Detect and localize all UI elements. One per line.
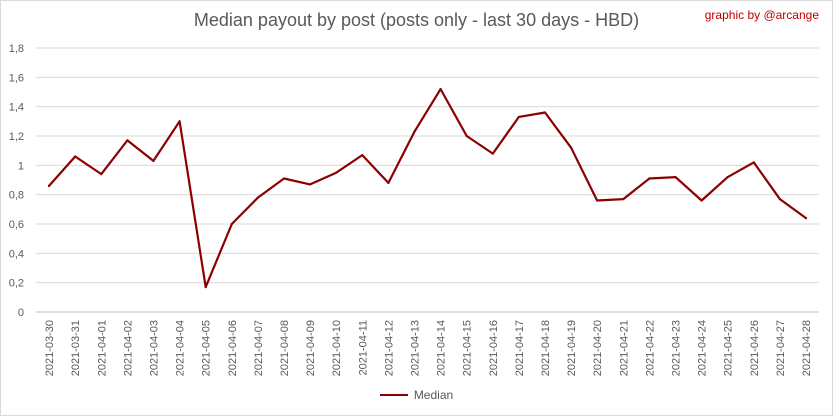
x-tick-label: 2021-04-27: [775, 320, 787, 376]
data-point: [361, 153, 364, 157]
x-tick-label: 2021-04-10: [331, 320, 343, 376]
x-axis-tick-labels: 2021-03-30 2021-03-31 2021-04-01 2021-04-02…: [44, 320, 813, 376]
y-tick-label: 0,4: [9, 248, 24, 260]
data-point: [674, 175, 677, 179]
data-point: [622, 197, 625, 201]
x-tick-label: 2021-04-04: [175, 320, 187, 376]
data-point: [778, 197, 781, 201]
x-tick-label: 2021-04-09: [305, 320, 317, 376]
data-point: [465, 134, 468, 138]
data-point: [543, 111, 547, 114]
y-tick-label: 0,2: [9, 278, 24, 290]
data-point: [413, 130, 416, 133]
x-tick-label: 2021-04-02: [122, 320, 134, 376]
series-line-median: [47, 87, 808, 289]
data-point: [256, 196, 259, 199]
legend-label-median: Median: [413, 388, 454, 402]
x-tick-label: 2021-04-18: [540, 320, 552, 376]
data-point: [648, 177, 651, 180]
y-tick-label: 1: [18, 160, 24, 172]
data-point: [387, 181, 390, 185]
x-tick-label: 2021-04-23: [670, 320, 682, 376]
x-tick-label: 2021-04-24: [697, 320, 709, 376]
x-tick-label: 2021-04-17: [514, 320, 526, 376]
x-tick-label: 2021-04-07: [253, 320, 265, 376]
data-point: [126, 139, 129, 142]
y-tick-label: 1,4: [9, 102, 24, 114]
x-tick-label: 2021-04-15: [462, 320, 474, 376]
x-tick-label: 2021-04-12: [383, 320, 395, 376]
data-point: [74, 155, 77, 158]
data-point: [47, 184, 51, 187]
x-tick-label: 2021-04-13: [409, 320, 421, 376]
data-point: [230, 222, 233, 226]
series-layer: [47, 87, 808, 289]
x-tick-label: 2021-04-16: [488, 320, 500, 376]
x-tick-label: 2021-04-05: [201, 320, 213, 376]
x-tick-label: 2021-04-01: [96, 320, 108, 376]
data-point: [439, 87, 442, 91]
y-tick-label: 0: [18, 307, 24, 319]
data-point: [178, 120, 181, 123]
x-tick-label: 2021-04-21: [618, 320, 630, 376]
data-point: [700, 199, 703, 202]
x-tick-label: 2021-04-14: [436, 320, 448, 376]
x-tick-label: 2021-04-06: [227, 320, 239, 376]
gridlines: [36, 47, 819, 313]
x-tick-label: 2021-03-31: [70, 320, 82, 376]
y-tick-label: 0,8: [9, 190, 24, 202]
x-tick-label: 2021-04-22: [644, 320, 656, 376]
data-point: [596, 199, 599, 202]
data-point: [204, 285, 207, 289]
data-point: [726, 175, 729, 179]
x-tick-label: 2021-04-19: [566, 320, 578, 376]
data-point: [335, 171, 338, 174]
y-tick-label: 1,2: [9, 131, 24, 143]
x-tick-label: 2021-03-30: [44, 320, 56, 376]
x-tick-label: 2021-04-11: [357, 320, 369, 375]
x-tick-label: 2021-04-28: [801, 320, 813, 376]
data-point: [152, 159, 155, 163]
x-tick-label: 2021-04-03: [148, 320, 160, 376]
x-tick-label: 2021-04-25: [723, 320, 735, 376]
x-tick-label: 2021-04-20: [592, 320, 604, 376]
data-point: [517, 115, 520, 119]
data-point: [308, 183, 312, 186]
y-tick-label: 1,8: [9, 43, 24, 55]
y-axis-tick-labels: 0 0,2 0,4 0,6 0,8 1 1,2 1,4 1,6 1,8: [9, 43, 24, 319]
x-tick-label: 2021-04-26: [749, 320, 761, 376]
credit-label: graphic by @arcange: [704, 8, 819, 22]
data-point: [282, 177, 286, 180]
data-point: [491, 152, 494, 155]
y-tick-label: 0,6: [9, 219, 24, 231]
legend: Median: [0, 388, 833, 402]
x-tick-label: 2021-04-08: [279, 320, 291, 376]
legend-swatch-median: [379, 394, 408, 396]
y-tick-label: 1,6: [9, 72, 24, 84]
data-point: [804, 217, 808, 220]
data-point: [100, 173, 103, 176]
chart-title: Median payout by post (posts only - last…: [193, 10, 640, 30]
data-point: [569, 146, 573, 149]
data-point: [752, 161, 755, 164]
